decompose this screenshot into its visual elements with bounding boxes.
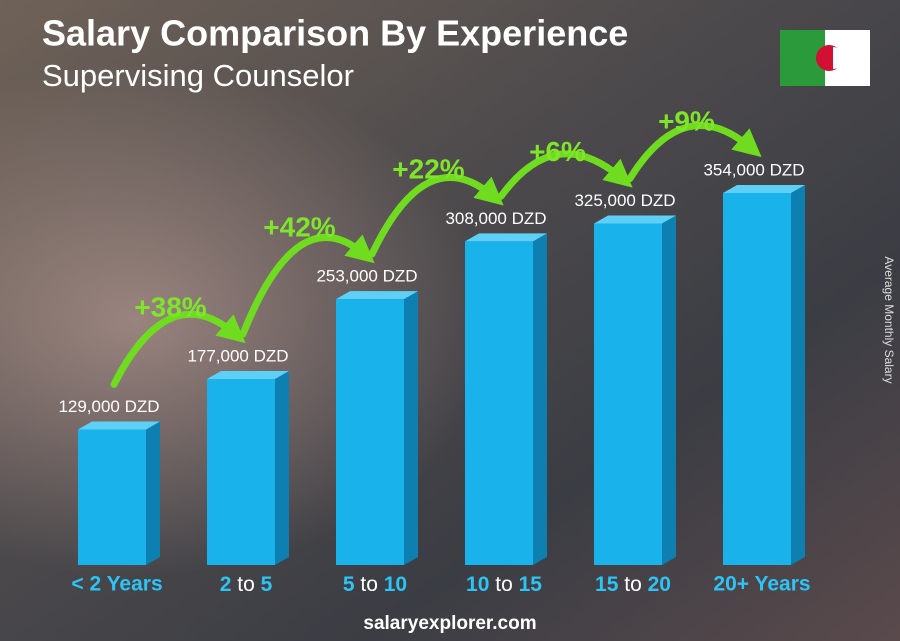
change-arrow: [239, 234, 375, 338]
change-arrow: [626, 122, 762, 182]
value-label: 308,000 DZD: [445, 209, 546, 228]
bar-side: [404, 291, 418, 565]
value-label: 325,000 DZD: [574, 191, 675, 210]
x-tick-label: 2 to 5: [220, 573, 273, 596]
bar-side: [275, 371, 289, 565]
x-tick-label: 20+ Years: [713, 573, 810, 596]
bar-top: [465, 233, 547, 242]
change-arrow: [110, 310, 246, 388]
bar: [207, 379, 275, 565]
chart-subtitle: Supervising Counselor: [42, 58, 354, 93]
bar-top: [723, 185, 805, 193]
value-label: 177,000 DZD: [187, 346, 288, 365]
x-tick-label: 15 to 20: [595, 573, 671, 596]
change-label: +6%: [529, 136, 586, 167]
bar-top: [336, 291, 418, 300]
y-axis-label: Average Monthly Salary: [882, 256, 896, 383]
bar: [465, 241, 533, 565]
change-label: +38%: [134, 291, 206, 322]
bar-side: [791, 185, 805, 565]
bar-side: [662, 215, 676, 565]
change-label: +9%: [658, 105, 715, 136]
bar: [594, 223, 662, 565]
x-tick-label: 5 to 10: [343, 573, 407, 596]
bar: [78, 429, 146, 565]
x-tick-label: < 2 Years: [71, 573, 162, 596]
change-arrow: [497, 150, 633, 200]
bar-side: [533, 233, 547, 565]
bar-top: [207, 371, 289, 379]
bar-top: [594, 215, 676, 224]
chart-title: Salary Comparison By Experience: [42, 13, 628, 54]
value-label: 253,000 DZD: [316, 267, 417, 286]
bar-top: [78, 421, 160, 430]
change-label: +42%: [263, 212, 335, 243]
footer: salaryexplorer.com: [363, 613, 536, 634]
value-label: 354,000 DZD: [703, 160, 804, 179]
flag: [780, 30, 870, 86]
x-tick-label: 10 to 15: [466, 573, 542, 596]
bar: [336, 299, 404, 565]
bar-side: [146, 421, 160, 565]
change-arrow: [368, 174, 504, 258]
value-label: 129,000 DZD: [58, 397, 159, 416]
bar: [723, 193, 791, 565]
change-label: +22%: [392, 154, 464, 185]
